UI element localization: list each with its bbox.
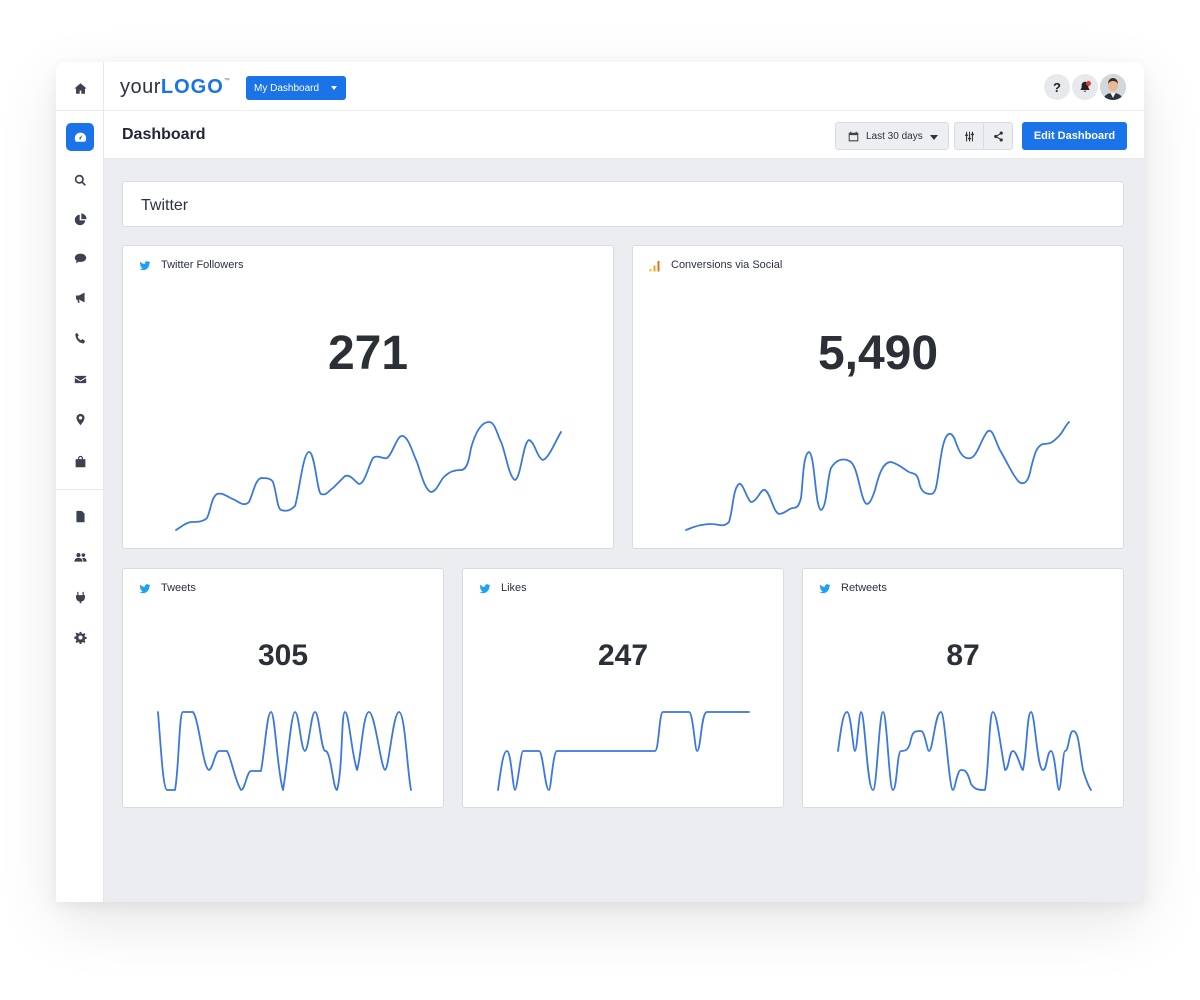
notification-dot bbox=[1086, 81, 1091, 86]
edit-dashboard-button[interactable]: Edit Dashboard bbox=[1022, 122, 1127, 150]
chevron-down-icon bbox=[331, 86, 337, 90]
help-button[interactable]: ? bbox=[1044, 74, 1070, 100]
dashboard-header: Dashboard Last 30 days Edit Dashboard bbox=[104, 111, 1144, 159]
sidebar-divider bbox=[56, 110, 104, 111]
pie-chart-icon[interactable] bbox=[66, 205, 94, 233]
twitter-icon bbox=[819, 582, 831, 594]
gear-icon[interactable] bbox=[66, 623, 94, 651]
bar-chart-icon bbox=[649, 259, 661, 272]
sidebar bbox=[56, 62, 104, 902]
sparkline-chart bbox=[685, 421, 1070, 531]
twitter-icon bbox=[479, 582, 491, 594]
share-button[interactable] bbox=[983, 122, 1013, 150]
date-range-button[interactable]: Last 30 days bbox=[835, 122, 949, 150]
logo[interactable]: yourLOGO™ bbox=[120, 76, 231, 98]
phone-icon[interactable] bbox=[66, 324, 94, 352]
chat-icon[interactable] bbox=[66, 244, 94, 272]
dashboard-icon[interactable] bbox=[66, 123, 94, 151]
sparkline-chart bbox=[837, 711, 1092, 791]
help-icon: ? bbox=[1053, 79, 1061, 95]
app-window: yourLOGO™ My Dashboard ? Dashboard L bbox=[56, 62, 1144, 902]
sparkline-line bbox=[837, 711, 1092, 791]
filters-button[interactable] bbox=[954, 122, 984, 150]
card-conversions-social[interactable]: Conversions via Social 5,490 bbox=[632, 245, 1124, 549]
card-retweets[interactable]: Retweets 87 bbox=[802, 568, 1124, 808]
dashboard-content: Twitter Twitter Followers 271 Conversion… bbox=[104, 159, 1144, 902]
sparkline-chart bbox=[497, 711, 750, 791]
user-avatar-icon bbox=[1100, 74, 1126, 100]
section-header: Twitter bbox=[122, 181, 1124, 227]
dashboard-selector-label: My Dashboard bbox=[254, 82, 320, 94]
metric-value: 5,490 bbox=[817, 327, 939, 380]
card-title: Twitter Followers bbox=[161, 259, 244, 271]
metric-value: 87 bbox=[946, 639, 980, 672]
date-range-label: Last 30 days bbox=[866, 130, 923, 142]
sparkline-line bbox=[157, 711, 412, 791]
metric-value: 271 bbox=[327, 327, 409, 380]
avatar[interactable] bbox=[1100, 74, 1126, 100]
home-icon[interactable] bbox=[66, 74, 94, 102]
card-title: Retweets bbox=[841, 582, 887, 594]
search-icon[interactable] bbox=[66, 166, 94, 194]
notifications-button[interactable] bbox=[1072, 74, 1098, 100]
megaphone-icon[interactable] bbox=[66, 283, 94, 311]
metric-value: 247 bbox=[597, 639, 649, 672]
top-bar: yourLOGO™ My Dashboard ? bbox=[104, 62, 1144, 111]
sparkline-line bbox=[175, 421, 562, 531]
card-title: Tweets bbox=[161, 582, 196, 594]
sliders-icon bbox=[964, 131, 974, 141]
dashboard-selector[interactable]: My Dashboard bbox=[246, 76, 346, 100]
calendar-icon bbox=[848, 131, 859, 141]
users-icon[interactable] bbox=[66, 543, 94, 571]
shopping-bag-icon[interactable] bbox=[66, 447, 94, 475]
card-tweets[interactable]: Tweets 305 bbox=[122, 568, 444, 808]
card-title: Conversions via Social bbox=[671, 259, 783, 271]
chevron-down-icon bbox=[930, 135, 938, 140]
map-pin-icon[interactable] bbox=[66, 405, 94, 433]
sparkline-line bbox=[685, 421, 1070, 531]
twitter-icon bbox=[139, 582, 151, 594]
sparkline-chart bbox=[157, 711, 412, 791]
share-icon bbox=[993, 130, 1003, 142]
card-likes[interactable]: Likes 247 bbox=[462, 568, 784, 808]
plug-icon[interactable] bbox=[66, 583, 94, 611]
metric-value: 305 bbox=[257, 639, 309, 672]
twitter-icon bbox=[139, 259, 151, 271]
mail-icon[interactable] bbox=[66, 365, 94, 393]
sparkline-line bbox=[497, 711, 750, 791]
card-twitter-followers[interactable]: Twitter Followers 271 bbox=[122, 245, 614, 549]
file-icon[interactable] bbox=[66, 502, 94, 530]
page-title: Dashboard bbox=[122, 126, 206, 143]
sidebar-divider bbox=[56, 489, 104, 490]
section-title: Twitter bbox=[141, 197, 189, 214]
sparkline-chart bbox=[175, 421, 562, 531]
card-title: Likes bbox=[501, 582, 527, 594]
